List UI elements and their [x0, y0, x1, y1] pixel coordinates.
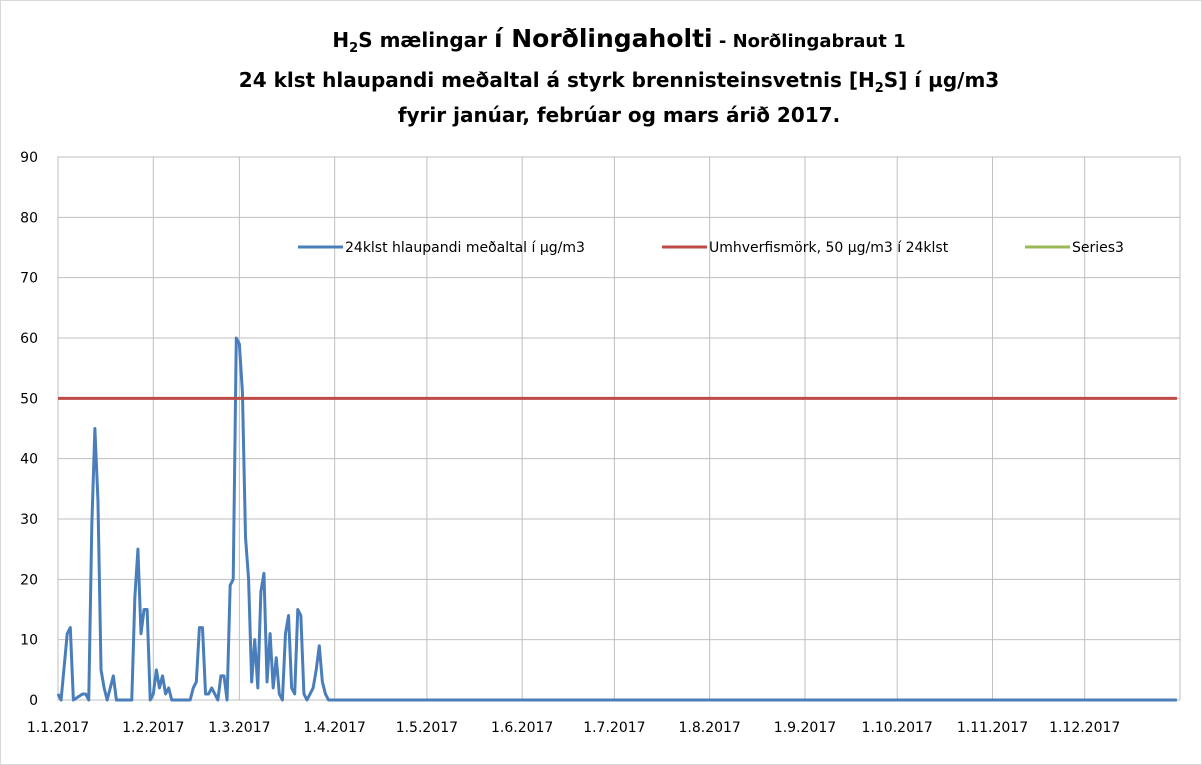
- title-part: 2: [875, 81, 884, 96]
- y-tick-label: 60: [20, 331, 38, 347]
- x-tick-label: 1.10.2017: [862, 720, 933, 736]
- x-tick-label: 1.12.2017: [1049, 720, 1120, 736]
- title-part: í Norðlingaholti: [494, 24, 713, 53]
- y-tick-label: 80: [20, 210, 38, 226]
- y-tick-label: 0: [29, 693, 38, 709]
- y-tick-label: 70: [20, 271, 38, 287]
- x-tick-label: 1.1.2017: [27, 720, 89, 736]
- series-line: [56, 336, 1177, 702]
- x-tick-label: 1.4.2017: [303, 720, 365, 736]
- x-tick-label: 1.6.2017: [491, 720, 553, 736]
- y-tick-label: 40: [20, 452, 38, 468]
- x-tick-label: 1.3.2017: [208, 720, 270, 736]
- x-tick-label: 1.2.2017: [122, 720, 184, 736]
- legend-label: Umhverfismörk, 50 µg/m3 í 24klst: [709, 240, 949, 256]
- y-tick-label: 90: [20, 150, 38, 166]
- title-part: fyrir janúar, febrúar og mars árið 2017.: [398, 103, 840, 127]
- chart-title: 24 klst hlaupandi meðaltal á styrk brenn…: [239, 68, 999, 96]
- legend-label: 24klst hlaupandi meðaltal í µg/m3: [345, 240, 585, 256]
- x-tick-label: 1.9.2017: [774, 720, 836, 736]
- chart-title: H2S mælingar í Norðlingaholti - Norðling…: [332, 24, 905, 56]
- x-tick-label: 1.8.2017: [679, 720, 741, 736]
- title-part: S] í µg/m3: [884, 68, 999, 92]
- title-part: S mælingar: [358, 28, 494, 52]
- x-tick-label: 1.5.2017: [396, 720, 458, 736]
- y-tick-label: 30: [20, 512, 38, 528]
- y-tick-label: 10: [20, 633, 38, 649]
- title-part: H: [332, 28, 349, 52]
- chart-title: fyrir janúar, febrúar og mars árið 2017.: [398, 103, 840, 127]
- title-part: 2: [349, 41, 358, 56]
- y-tick-label: 20: [20, 572, 38, 588]
- x-tick-label: 1.11.2017: [957, 720, 1028, 736]
- y-tick-label: 50: [20, 391, 38, 407]
- legend-label: Series3: [1072, 240, 1124, 256]
- x-tick-label: 1.7.2017: [583, 720, 645, 736]
- title-part: 24 klst hlaupandi meðaltal á styrk brenn…: [239, 68, 875, 92]
- title-part: - Norðlingabraut 1: [713, 31, 906, 52]
